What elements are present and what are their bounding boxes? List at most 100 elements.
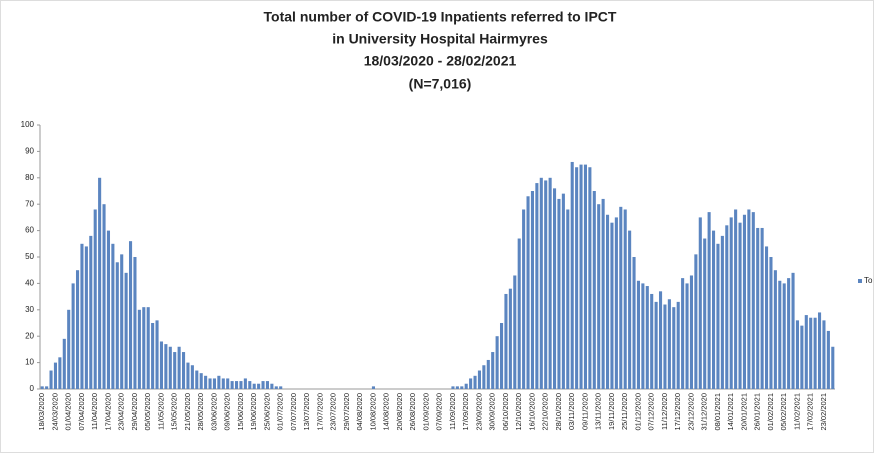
bar [460,386,464,389]
x-tick-label: 25/11/2020 [620,393,629,430]
bar [561,193,565,389]
bar [53,362,58,389]
bar [71,283,75,389]
bar [751,212,755,389]
y-tick-label: 20 [25,331,34,340]
x-tick-label: 07/04/2020 [77,393,86,431]
bar [623,209,627,389]
bar [725,225,729,389]
bar [822,320,826,389]
bar [813,317,817,389]
y-tick-label: 10 [25,358,34,367]
y-tick-label: 80 [25,173,34,182]
bar [804,315,808,389]
x-tick-label: 29/04/2020 [130,393,139,431]
bar [464,383,468,389]
bar [610,222,614,389]
bar [243,378,247,389]
bar [636,280,641,389]
bar [62,338,66,389]
bar [548,177,552,389]
bar [791,272,795,389]
bar [605,214,610,389]
bar [817,312,822,389]
x-tick-label: 28/10/2020 [554,393,563,431]
x-tick-label: 01/09/2020 [421,393,430,431]
x-tick-label: 18/03/2020 [37,393,46,431]
x-tick-label: 11/09/2020 [448,393,457,430]
x-tick-label: 22/10/2020 [541,393,550,431]
bar [248,381,252,389]
bar [769,257,773,389]
bar [137,309,141,389]
x-tick-label: 07/07/2020 [289,393,298,431]
bar [115,262,119,389]
bar [469,378,473,389]
bar [738,222,742,389]
bar [566,209,570,389]
title-line: 18/03/2020 - 28/02/2021 [364,53,517,69]
bar [477,370,482,389]
x-tick-label: 17/07/2020 [315,393,324,431]
bar [186,362,190,389]
bar [279,386,283,389]
bar [151,323,155,389]
bar [526,196,530,389]
x-tick-label: 23/02/2021 [819,393,828,431]
x-tick-label: 01/07/2020 [276,393,285,431]
x-tick-label: 13/07/2020 [302,393,311,431]
x-tick-label: 23/09/2020 [474,393,483,431]
bar [257,383,261,389]
bar [120,254,124,389]
x-tick-label: 29/07/2020 [342,393,351,431]
bar [204,375,208,389]
bar [482,365,486,389]
bar [809,317,813,389]
x-tick-label: 23/12/2020 [686,393,695,431]
x-tick-label: 17/02/2021 [806,393,815,431]
x-tick-label: 15/06/2020 [236,393,245,431]
bar [539,177,543,389]
x-tick-label: 20/01/2021 [739,393,748,431]
bar [124,272,128,389]
x-tick-label: 16/10/2020 [527,393,536,431]
bar [628,230,632,389]
bar [579,164,583,389]
bar [597,204,601,389]
bar [106,230,111,389]
x-tick-label: 23/04/2020 [117,393,126,431]
title-line: (N=7,016) [409,76,472,92]
y-tick-label: 30 [25,305,34,314]
bar [239,381,243,389]
bar [495,336,499,389]
bar [252,383,256,389]
bar [111,243,115,389]
bar [270,383,274,389]
bar [764,246,769,389]
x-tick-label: 11/02/2021 [792,393,801,430]
bar [641,283,645,389]
bar [208,378,212,389]
bar [84,246,88,389]
x-tick-label: 05/05/2020 [143,393,152,431]
bar [689,275,694,389]
bar [181,352,186,389]
x-tick-label: 26/08/2020 [408,393,417,431]
bar [155,320,159,389]
x-tick-label: 14/08/2020 [382,393,391,431]
bar [645,286,649,389]
bar [190,365,194,389]
bar [681,278,685,389]
bar [199,373,203,389]
x-tick-label: 30/09/2020 [488,393,497,431]
x-tick-label: 15/05/2020 [170,393,179,431]
bar [742,214,747,389]
x-tick-label: 28/05/2020 [196,393,205,431]
x-tick-label: 03/06/2020 [209,393,218,431]
x-tick-label: 07/12/2020 [647,393,656,431]
x-tick-label: 19/11/2020 [607,393,616,430]
bar [164,344,168,389]
x-tick-label: 31/12/2020 [700,393,709,431]
bar [787,278,791,389]
